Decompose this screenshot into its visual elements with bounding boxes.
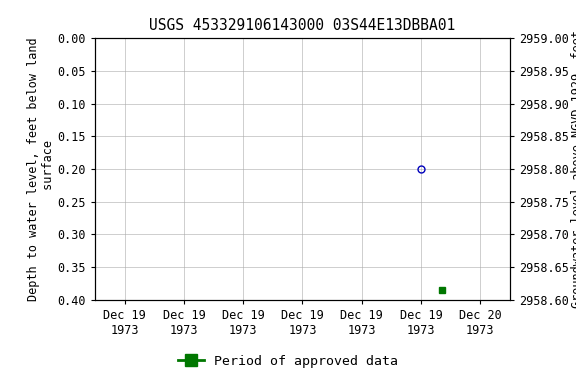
Y-axis label: Depth to water level, feet below land
 surface: Depth to water level, feet below land su…: [26, 37, 55, 301]
Y-axis label: Groundwater level above NGVD 1929, feet: Groundwater level above NGVD 1929, feet: [571, 30, 576, 308]
Legend: Period of approved data: Period of approved data: [172, 350, 404, 374]
Title: USGS 453329106143000 03S44E13DBBA01: USGS 453329106143000 03S44E13DBBA01: [149, 18, 456, 33]
